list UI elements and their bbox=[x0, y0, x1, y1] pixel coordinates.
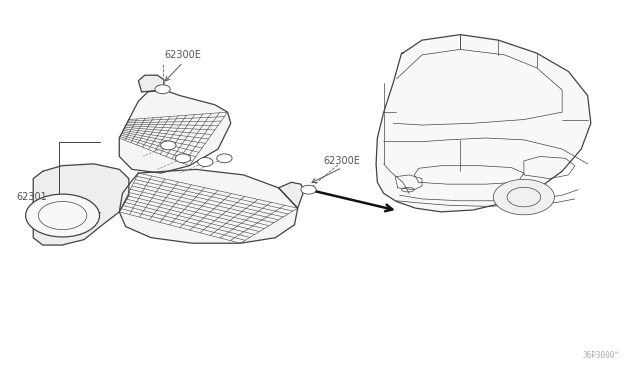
Polygon shape bbox=[376, 35, 591, 212]
Polygon shape bbox=[119, 169, 298, 243]
Circle shape bbox=[217, 154, 232, 163]
Circle shape bbox=[301, 185, 316, 194]
Circle shape bbox=[175, 154, 191, 163]
Circle shape bbox=[26, 194, 100, 237]
Circle shape bbox=[155, 85, 170, 94]
Circle shape bbox=[198, 158, 213, 166]
Polygon shape bbox=[119, 90, 231, 173]
Text: 62300E: 62300E bbox=[164, 51, 202, 61]
Polygon shape bbox=[33, 164, 129, 245]
Polygon shape bbox=[278, 182, 304, 208]
Circle shape bbox=[161, 141, 176, 150]
Text: J6P3000^: J6P3000^ bbox=[582, 350, 620, 359]
Text: 62300E: 62300E bbox=[324, 156, 361, 166]
Text: 62301: 62301 bbox=[17, 192, 47, 202]
Circle shape bbox=[493, 179, 554, 215]
Polygon shape bbox=[138, 75, 164, 92]
